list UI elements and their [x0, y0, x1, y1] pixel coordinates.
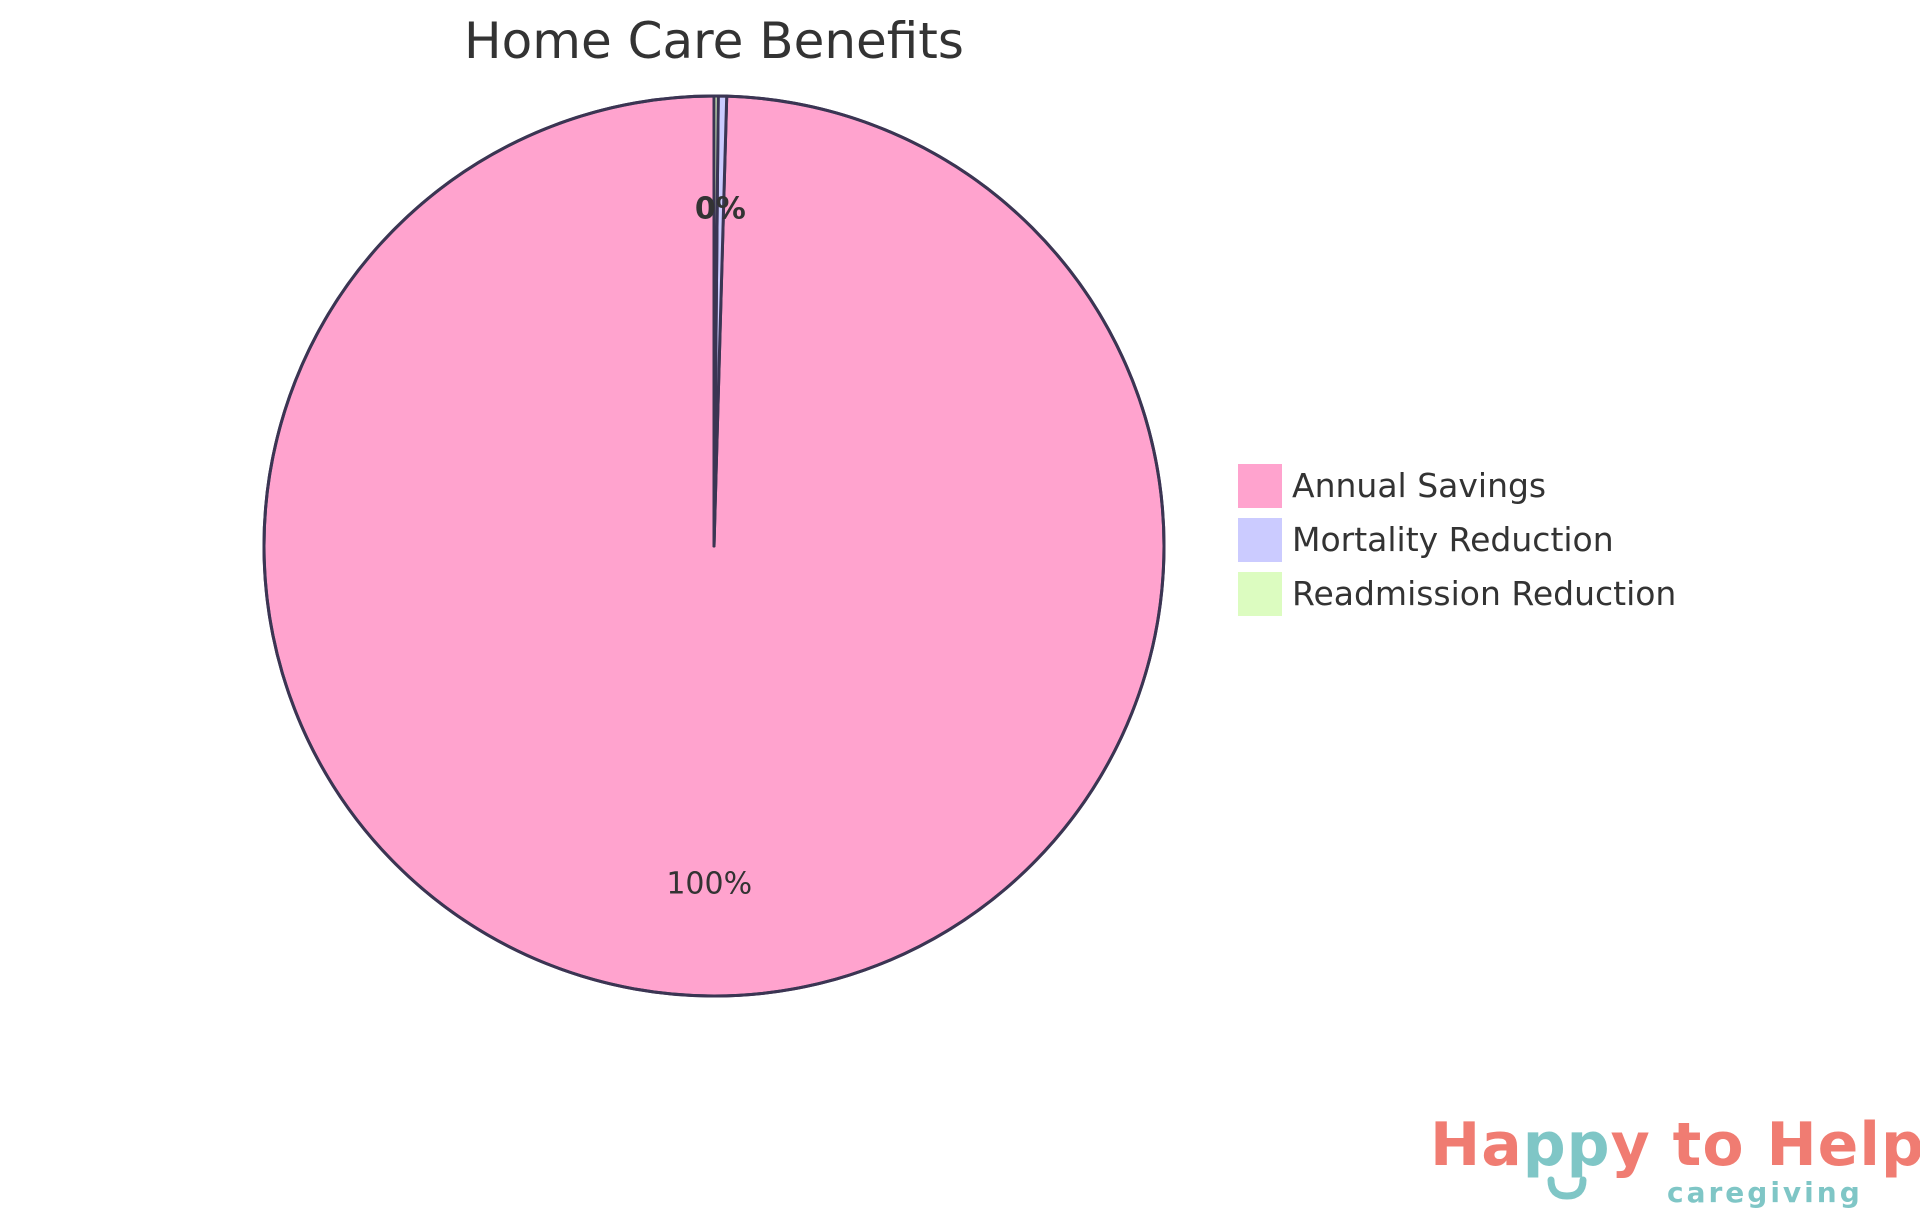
pie-slice-label: 0%: [695, 192, 746, 227]
logo-text: Happy to Help: [1430, 1110, 1920, 1180]
brand-logo: Happy to Help caregiving: [1430, 1110, 1920, 1209]
logo-subtext: caregiving: [1667, 1176, 1863, 1209]
legend-item: Mortality Reduction: [1238, 518, 1614, 562]
pie-slice-labels: 100% 0%: [666, 192, 752, 902]
legend: Annual Savings Mortality Reduction Readmis…: [1238, 464, 1676, 616]
legend-label: Annual Savings: [1292, 466, 1546, 505]
legend-label: Readmission Reduction: [1292, 574, 1676, 613]
legend-swatch: [1238, 572, 1282, 616]
legend-label: Mortality Reduction: [1292, 520, 1614, 559]
pie-slice-label: 100%: [666, 866, 752, 901]
legend-swatch: [1238, 518, 1282, 562]
logo-wordmark: Happy to Help: [1430, 1110, 1920, 1180]
smile-icon: [1547, 1176, 1587, 1200]
legend-swatch: [1238, 464, 1282, 508]
chart-title: Home Care Benefits: [464, 12, 964, 70]
legend-item: Annual Savings: [1238, 464, 1546, 508]
legend-item: Readmission Reduction: [1238, 572, 1676, 616]
pie-outline: [262, 94, 1166, 998]
pie-slices: [262, 94, 1166, 998]
